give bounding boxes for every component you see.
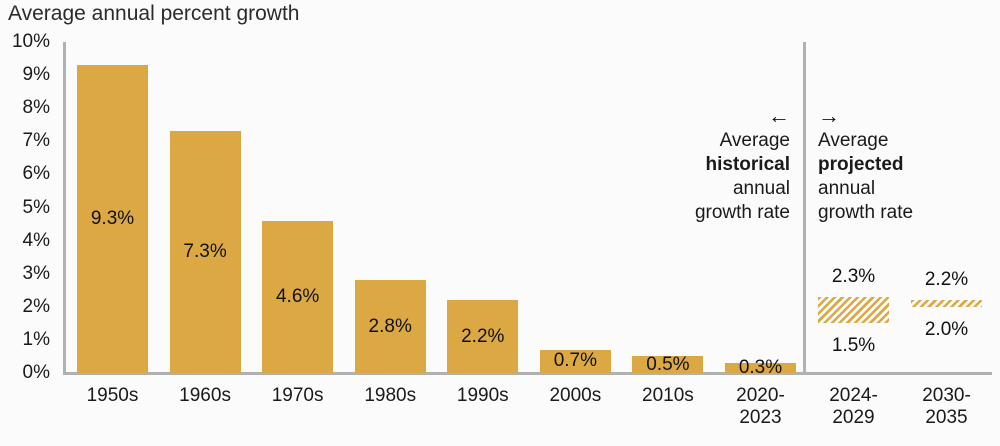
projected-annotation-line: annual xyxy=(818,178,876,199)
left-arrow-icon: ← xyxy=(768,103,790,128)
y-tick-label-4pct: 4% xyxy=(22,229,50,251)
x-tick-label-1980s: 1980s xyxy=(364,385,417,406)
historical-annotation: ← Average historical annual growth rate xyxy=(695,103,790,225)
projection-band-2024-2029 xyxy=(818,296,889,324)
bar-2020-2023: 0.3% xyxy=(724,357,796,378)
projection-band-2030-2035 xyxy=(911,300,982,307)
projection-low-label-2030-2035: 2.0% xyxy=(924,318,969,340)
bar-1980s: 2.8% xyxy=(354,280,426,373)
historical-annotation-line: Average xyxy=(719,130,790,151)
bar-2000s: 0.7% xyxy=(539,349,611,373)
y-tick-label-7pct: 7% xyxy=(22,130,50,152)
historical-projected-divider-line xyxy=(803,42,806,375)
bar-1990s: 2.2% xyxy=(447,300,519,373)
x-tick-label-1990s: 1990s xyxy=(456,385,509,406)
bar-2010s: 0.5% xyxy=(632,353,704,375)
projection-high-label-2024-2029: 2.3% xyxy=(831,265,876,287)
projected-annotation-line: projected xyxy=(818,154,904,175)
historical-annotation-line: annual xyxy=(732,178,790,199)
historical-annotation-line: historical xyxy=(705,154,790,175)
bar-value-label: 9.3% xyxy=(90,208,135,230)
bar-value-label: 0.7% xyxy=(553,350,597,372)
x-tick-label-2030-2035: 2030- 2035 xyxy=(922,385,971,428)
y-tick-label-9pct: 9% xyxy=(22,64,50,86)
projection-high-label-2030-2035: 2.2% xyxy=(924,269,969,291)
x-axis-line xyxy=(63,372,992,375)
x-tick-label-2010s: 2010s xyxy=(642,385,694,406)
x-tick-label-1960s: 1960s xyxy=(179,385,231,406)
chart-title: Average annual percent growth xyxy=(8,2,300,25)
x-tick-label-2020-2023: 2020- 2023 xyxy=(736,385,785,428)
y-tick-label-6pct: 6% xyxy=(22,163,50,185)
bar-1950s: 9.3% xyxy=(77,65,148,373)
historical-annotation-line: growth rate xyxy=(694,202,790,223)
bar-value-label: 0.5% xyxy=(646,353,690,375)
bar-1970s: 4.6% xyxy=(262,220,334,373)
y-tick-label-2pct: 2% xyxy=(22,295,50,317)
y-tick-label-5pct: 5% xyxy=(22,196,50,218)
x-tick-label-1950s: 1950s xyxy=(86,385,139,406)
bar-1960s: 7.3% xyxy=(169,131,241,373)
bar-value-label: 0.3% xyxy=(738,357,783,379)
y-tick-label-1pct: 1% xyxy=(22,328,50,350)
x-tick-label-2024-2029: 2024- 2029 xyxy=(829,385,878,428)
x-tick-label-1970s: 1970s xyxy=(271,385,324,406)
bar-value-label: 2.8% xyxy=(368,315,412,337)
y-axis-line xyxy=(63,42,66,375)
projected-annotation-line: growth rate xyxy=(818,202,914,223)
y-tick-label-3pct: 3% xyxy=(22,262,50,284)
bar-value-label: 2.2% xyxy=(461,325,505,347)
y-tick-label-10pct: 10% xyxy=(11,31,50,52)
projection-low-label-2024-2029: 1.5% xyxy=(831,335,876,357)
y-tick-label-8pct: 8% xyxy=(22,97,50,119)
y-tick-label-0pct: 0% xyxy=(22,362,50,383)
bar-value-label: 4.6% xyxy=(275,285,320,307)
projected-annotation: → Average projected annual growth rate xyxy=(818,103,913,225)
right-arrow-icon: → xyxy=(818,103,840,128)
bar-value-label: 7.3% xyxy=(183,241,227,263)
x-tick-label-2000s: 2000s xyxy=(549,385,602,406)
projected-annotation-line: Average xyxy=(818,130,889,151)
